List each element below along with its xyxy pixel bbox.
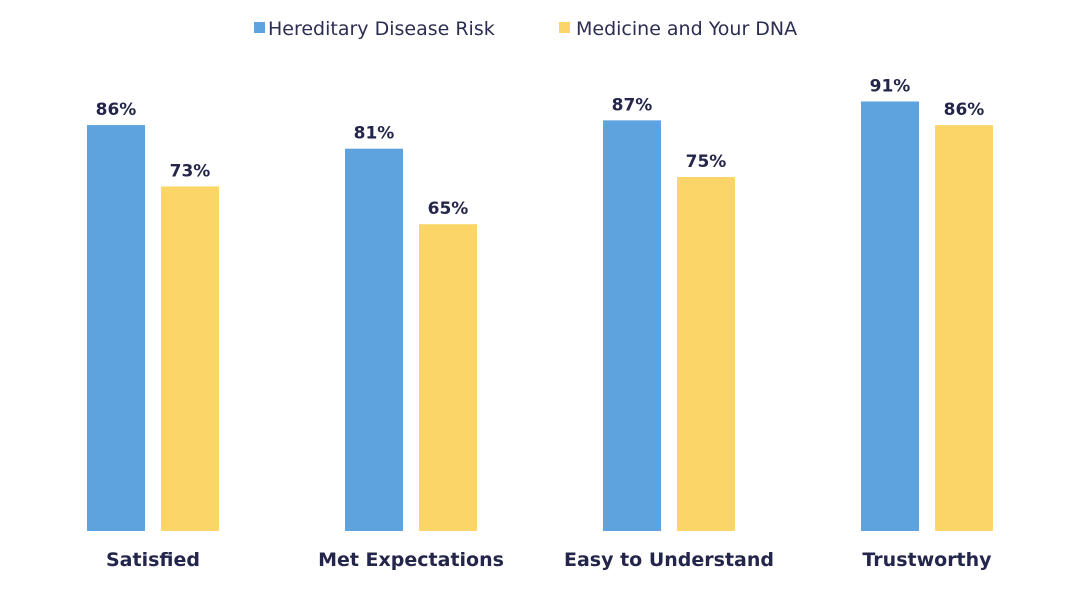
legend-label-series-2: Medicine and Your DNA	[576, 18, 797, 40]
legend-label-series-1: Hereditary Disease Risk	[268, 18, 495, 40]
value-labels-group: 86% 73% 81% 65% 87% 75% 91% 86%	[96, 76, 985, 219]
bar-2-trustworthy	[935, 125, 993, 531]
value-label-1-easy-to-understand: 87%	[612, 95, 653, 115]
category-label-met-expectations: Met Expectations	[318, 549, 504, 571]
category-label-easy-to-understand: Easy to Understand	[564, 549, 774, 571]
value-label-2-trustworthy: 86%	[944, 100, 985, 120]
bar-1-trustworthy	[861, 101, 919, 531]
bar-2-easy-to-understand	[677, 177, 735, 531]
bar-1-satisfied	[87, 125, 145, 531]
value-label-2-easy-to-understand: 75%	[686, 152, 727, 172]
bars-group	[87, 101, 993, 532]
bar-1-easy-to-understand	[603, 120, 661, 532]
category-label-satisfied: Satisfied	[106, 549, 200, 571]
bar-1-met-expectations	[345, 148, 403, 531]
bar-2-met-expectations	[419, 224, 477, 531]
value-label-1-trustworthy: 91%	[870, 76, 911, 96]
value-label-1-satisfied: 86%	[96, 100, 137, 120]
legend-swatch-series-1	[254, 22, 265, 33]
value-label-2-met-expectations: 65%	[428, 199, 469, 219]
legend: Hereditary Disease Risk Medicine and You…	[254, 18, 797, 40]
value-label-2-satisfied: 73%	[170, 161, 211, 181]
bar-2-satisfied	[161, 186, 219, 531]
category-label-trustworthy: Trustworthy	[862, 549, 992, 571]
value-label-1-met-expectations: 81%	[354, 124, 395, 144]
legend-swatch-series-2	[559, 22, 570, 33]
category-labels-group: Satisfied Met Expectations Easy to Underst…	[106, 549, 992, 571]
